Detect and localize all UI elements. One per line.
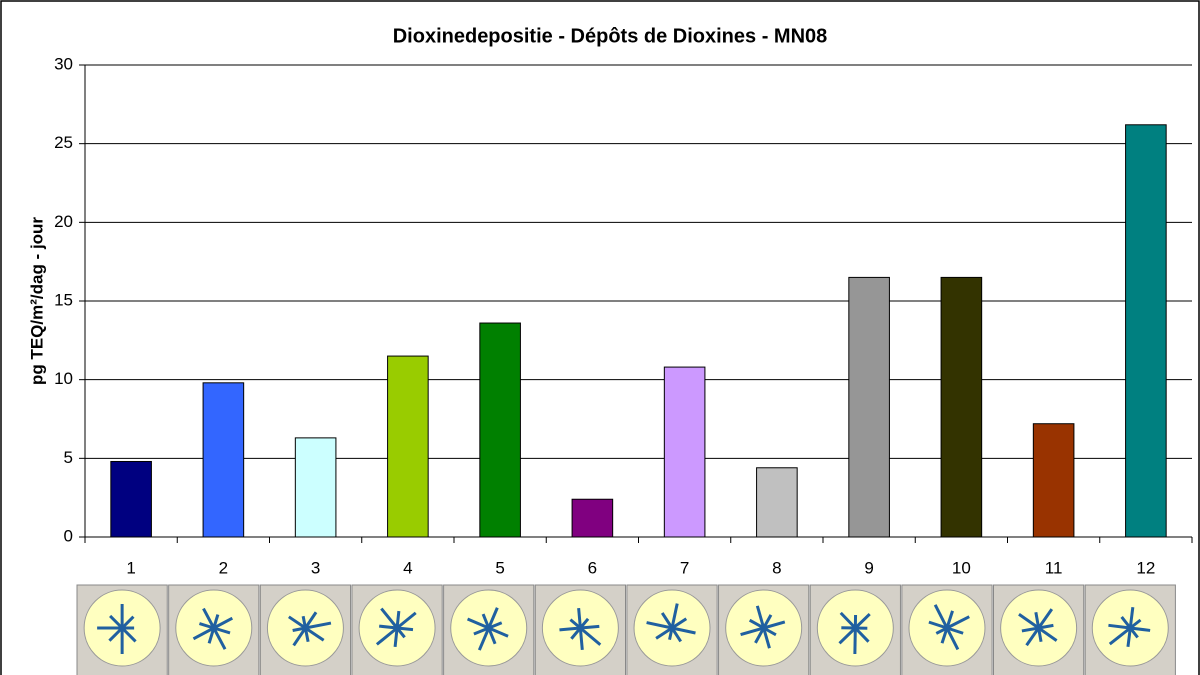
- y-tick-label: 30: [54, 54, 73, 73]
- x-tick-label: 8: [772, 558, 781, 577]
- x-tick-label: 3: [311, 558, 320, 577]
- chart-title: Dioxinedepositie - Dépôts de Dioxines - …: [393, 25, 828, 47]
- chart-border: [1, 1, 1199, 675]
- bar: [480, 323, 521, 537]
- x-tick-label: 10: [952, 558, 971, 577]
- wind-rose-spoke: [580, 626, 599, 628]
- y-tick-label: 25: [54, 133, 73, 152]
- bar: [572, 499, 613, 537]
- x-tick-label: 6: [588, 558, 597, 577]
- chart: Dioxinedepositie - Dépôts de Dioxines - …: [0, 0, 1200, 675]
- x-tick-label: 7: [680, 558, 689, 577]
- x-tick-label: 1: [126, 558, 135, 577]
- x-tick-label: 12: [1136, 558, 1155, 577]
- y-tick-label: 20: [54, 212, 73, 231]
- wind-rose-spoke: [559, 628, 580, 630]
- bar: [203, 383, 244, 537]
- bar: [849, 277, 890, 537]
- y-tick-label: 5: [64, 448, 73, 467]
- bar: [388, 356, 429, 537]
- bar: [757, 468, 798, 537]
- y-axis-label: pg TEQ/m²/dag - jour: [27, 217, 46, 385]
- bar: [111, 461, 152, 537]
- x-tick-label: 2: [219, 558, 228, 577]
- x-tick-label: 5: [495, 558, 504, 577]
- x-tick-label: 11: [1045, 558, 1063, 577]
- y-tick-label: 0: [64, 526, 73, 545]
- bar: [1126, 125, 1167, 537]
- x-tick-label: 9: [864, 558, 873, 577]
- y-tick-label: 10: [54, 369, 73, 388]
- wind-rose-spoke: [579, 608, 581, 628]
- bar: [1033, 424, 1074, 537]
- bar: [295, 438, 336, 537]
- bar: [664, 367, 705, 537]
- bar: [941, 277, 982, 537]
- wind-rose-spoke: [397, 628, 413, 630]
- x-tick-label: 4: [403, 558, 412, 577]
- y-tick-label: 15: [54, 290, 73, 309]
